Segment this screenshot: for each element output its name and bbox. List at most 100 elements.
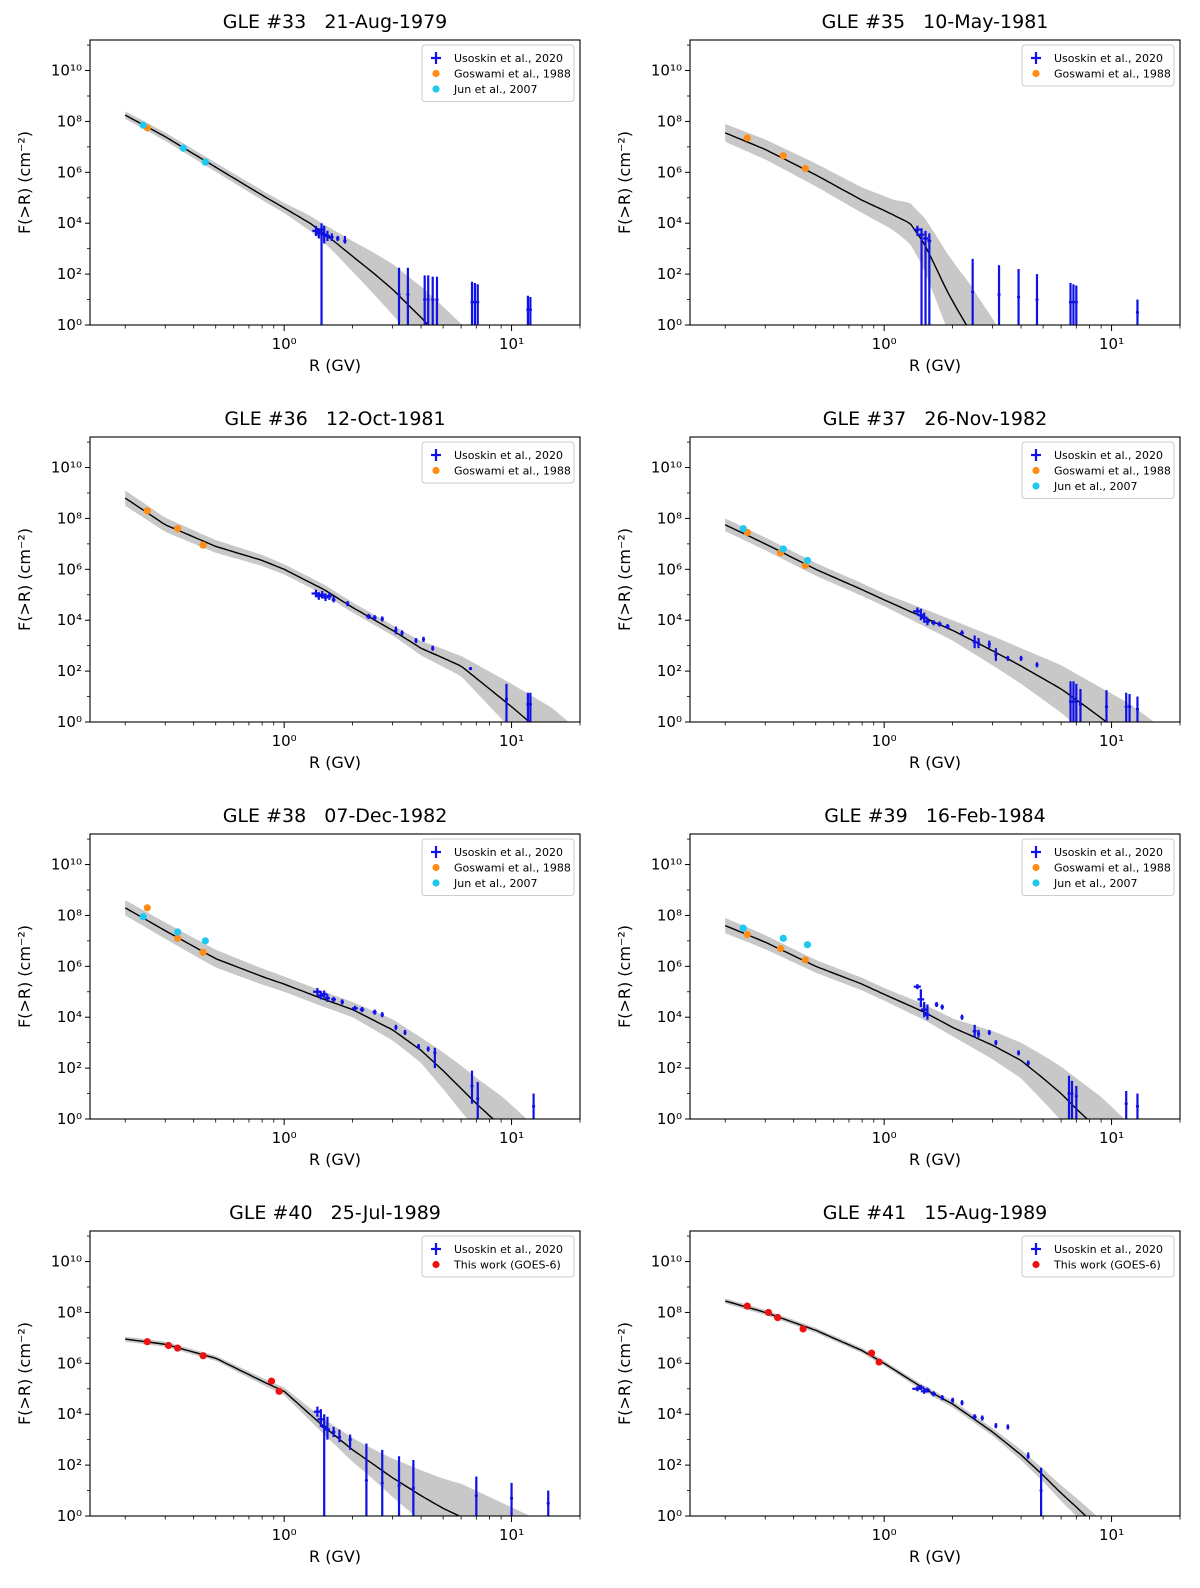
x-tick-label: 10⁰ bbox=[872, 1526, 897, 1544]
legend: Usoskin et al., 2020 This work (GOES-6) bbox=[421, 1235, 575, 1278]
y-tick-label: 10⁰ bbox=[657, 316, 682, 334]
chart-panel-7: 10⁰ 10² 10⁴ 10⁶ 10⁸ 10¹⁰ 10⁰ 10¹ GLE #40 25-Jul-… bbox=[0, 1191, 600, 1588]
chart-svg: 10⁰ 10² 10⁴ 10⁶ 10⁸ 10¹⁰ 10⁰ 10¹ GLE #39 16-Feb-… bbox=[615, 805, 1181, 1169]
y-tick-label: 10² bbox=[657, 265, 682, 283]
y-tick-label: 10² bbox=[657, 1456, 682, 1474]
chart-panel-8: 10⁰ 10² 10⁴ 10⁶ 10⁸ 10¹⁰ 10⁰ 10¹ GLE #41 15-Aug-… bbox=[600, 1191, 1200, 1588]
legend-label: Usoskin et al., 2020 bbox=[1054, 449, 1163, 462]
data-point-dot bbox=[743, 930, 751, 939]
legend-item: Usoskin et al., 2020 bbox=[1031, 52, 1163, 65]
x-tick-label: 10⁰ bbox=[872, 1129, 897, 1147]
legend-label: This work (GOES-6) bbox=[453, 1259, 561, 1272]
usoskin-data-point bbox=[917, 989, 925, 1008]
legend-label: Usoskin et al., 2020 bbox=[1054, 1243, 1163, 1256]
usoskin-data-point bbox=[421, 636, 426, 642]
usoskin-data-point bbox=[340, 999, 344, 1005]
chart-svg: 10⁰ 10² 10⁴ 10⁶ 10⁸ 10¹⁰ 10⁰ 10¹ GLE #35 10-May-… bbox=[615, 11, 1181, 375]
axes-frame bbox=[89, 436, 581, 723]
x-axis-label: R (GV) bbox=[909, 1150, 961, 1169]
usoskin-data-point bbox=[980, 1415, 984, 1421]
usoskin-data-point bbox=[546, 1490, 550, 1516]
usoskin-data-point bbox=[313, 1406, 321, 1417]
y-tick-label: 10¹⁰ bbox=[651, 459, 682, 477]
legend-item: Goswami et al., 1988 bbox=[1032, 862, 1171, 875]
usoskin-data-point bbox=[994, 648, 998, 661]
y-axis-label: F(>R) (cm⁻²) bbox=[15, 1322, 34, 1425]
usoskin-data-point bbox=[331, 1426, 336, 1438]
data-point-dot bbox=[803, 556, 812, 565]
confidence-band bbox=[125, 111, 463, 325]
usoskin-data-point bbox=[345, 601, 350, 607]
usoskin-data-point bbox=[318, 590, 326, 599]
y-tick-label: 10¹⁰ bbox=[651, 1253, 682, 1271]
usoskin-data-point bbox=[940, 1004, 944, 1010]
y-tick-label: 10⁰ bbox=[57, 1110, 82, 1128]
data-point-dot bbox=[743, 134, 751, 142]
x-axis-label: R (GV) bbox=[309, 356, 361, 375]
usoskin-data-point bbox=[1070, 1080, 1074, 1119]
legend-label: Goswami et al., 1988 bbox=[454, 465, 571, 478]
usoskin-data-point bbox=[924, 1387, 930, 1393]
axes-frame bbox=[689, 436, 1181, 723]
usoskin-data-point bbox=[329, 233, 334, 242]
y-tick-label: 10⁸ bbox=[657, 112, 682, 130]
legend-label: Jun et al., 2007 bbox=[1053, 877, 1138, 890]
data-point-dot bbox=[801, 956, 809, 964]
data-point-dot bbox=[199, 1352, 207, 1360]
y-tick-label: 10¹⁰ bbox=[651, 62, 682, 80]
usoskin-data-point bbox=[917, 1384, 925, 1391]
y-tick-label: 10⁴ bbox=[657, 1405, 682, 1423]
y-tick-label: 10⁸ bbox=[657, 1303, 682, 1321]
chart-title: GLE #41 15-Aug-1989 bbox=[823, 1202, 1048, 1224]
legend-item: Goswami et al., 1988 bbox=[432, 862, 571, 875]
y-tick-label: 10⁴ bbox=[657, 1008, 682, 1026]
y-tick-label: 10² bbox=[657, 662, 682, 680]
legend-label: Goswami et al., 1988 bbox=[454, 862, 571, 875]
usoskin-data-point bbox=[994, 1423, 998, 1429]
y-tick-label: 10² bbox=[57, 662, 82, 680]
y-axis-label: F(>R) (cm⁻²) bbox=[615, 131, 634, 234]
usoskin-data-point bbox=[431, 276, 435, 325]
y-axis-label: F(>R) (cm⁻²) bbox=[15, 528, 34, 631]
y-tick-label: 10¹⁰ bbox=[51, 459, 82, 477]
usoskin-data-point bbox=[1135, 299, 1140, 325]
usoskin-data-point bbox=[343, 235, 347, 244]
usoskin-data-point bbox=[1135, 696, 1140, 722]
usoskin-data-point bbox=[1078, 688, 1083, 722]
data-point-dot bbox=[179, 144, 187, 152]
chart-svg: 10⁰ 10² 10⁴ 10⁶ 10⁸ 10¹⁰ 10⁰ 10¹ GLE #38 07-Dec-… bbox=[15, 805, 581, 1169]
usoskin-data-point bbox=[372, 615, 377, 621]
usoskin-data-point bbox=[433, 1047, 437, 1069]
usoskin-data-point bbox=[934, 1001, 939, 1008]
y-tick-label: 10⁰ bbox=[657, 713, 682, 731]
chart-panel-3: 10⁰ 10² 10⁴ 10⁶ 10⁸ 10¹⁰ 10⁰ 10¹ GLE #36 12-Oct-… bbox=[0, 397, 600, 794]
data-point-dot bbox=[139, 121, 147, 129]
y-tick-label: 10¹⁰ bbox=[51, 62, 82, 80]
x-tick-label: 10¹ bbox=[1099, 1129, 1124, 1147]
chart-svg: 10⁰ 10² 10⁴ 10⁶ 10⁸ 10¹⁰ 10⁰ 10¹ GLE #37 26-Nov-… bbox=[615, 408, 1181, 772]
usoskin-data-point bbox=[960, 1400, 964, 1406]
usoskin-data-point bbox=[365, 613, 372, 619]
chart-svg: 10⁰ 10² 10⁴ 10⁶ 10⁸ 10¹⁰ 10⁰ 10¹ GLE #40 25-Jul-… bbox=[15, 1202, 581, 1566]
y-tick-label: 10¹⁰ bbox=[51, 856, 82, 874]
data-point-dot bbox=[739, 525, 747, 533]
y-tick-label: 10⁰ bbox=[657, 1507, 682, 1525]
usoskin-data-point bbox=[321, 1414, 327, 1516]
legend-label: Usoskin et al., 2020 bbox=[454, 449, 563, 462]
data-point-dot bbox=[867, 1349, 876, 1357]
usoskin-data-point bbox=[1006, 1424, 1010, 1430]
usoskin-data-point bbox=[423, 275, 427, 325]
data-point-dot bbox=[139, 913, 147, 921]
usoskin-data-point bbox=[1016, 269, 1021, 325]
usoskin-data-point bbox=[324, 1416, 330, 1440]
usoskin-data-point bbox=[1124, 692, 1128, 722]
x-axis-label: R (GV) bbox=[909, 1547, 961, 1566]
legend-label: Usoskin et al., 2020 bbox=[454, 846, 563, 859]
usoskin-data-point bbox=[426, 275, 430, 325]
y-tick-label: 10⁴ bbox=[57, 1008, 82, 1026]
x-tick-label: 10⁰ bbox=[872, 335, 897, 353]
y-axis-label: F(>R) (cm⁻²) bbox=[615, 528, 634, 631]
confidence-band bbox=[725, 918, 1125, 1119]
y-axis-label: F(>R) (cm⁻²) bbox=[615, 925, 634, 1028]
usoskin-data-point bbox=[403, 1029, 407, 1036]
